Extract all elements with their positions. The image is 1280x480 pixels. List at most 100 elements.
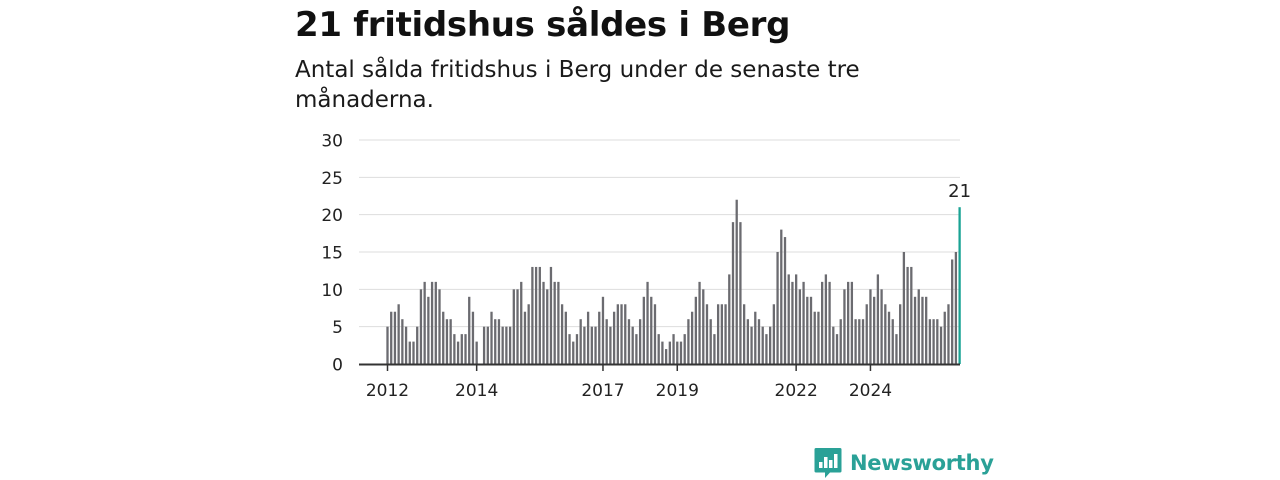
- chart-subtitle: Antal sålda fritidshus i Berg under de s…: [295, 57, 860, 113]
- bar: [653, 304, 657, 364]
- bar: [568, 334, 571, 364]
- bar: [750, 326, 753, 364]
- bar: [624, 304, 627, 364]
- bar: [954, 252, 958, 364]
- bar: [661, 341, 664, 364]
- brand-name: Newsworthy: [850, 451, 994, 475]
- bar: [891, 319, 894, 364]
- bar: [869, 289, 872, 364]
- bar: [939, 326, 943, 364]
- bar: [430, 281, 434, 364]
- bar: [906, 266, 909, 364]
- bar: [802, 281, 805, 364]
- bar: [742, 304, 746, 364]
- highlight-bar: [958, 207, 961, 364]
- bar: [586, 311, 590, 364]
- bar: [928, 319, 932, 364]
- bar: [627, 319, 631, 364]
- bar: [932, 319, 935, 364]
- bar: [724, 304, 727, 364]
- bar: [791, 281, 794, 364]
- data-labels: 21: [948, 181, 971, 202]
- bar: [512, 289, 515, 364]
- bar: [687, 319, 690, 364]
- bar: [453, 334, 456, 364]
- bar: [471, 311, 475, 364]
- x-axis-ticks: 2012 2014 2017 2019 2022 2024: [366, 364, 892, 401]
- bar: [672, 334, 675, 364]
- bar: [798, 289, 802, 364]
- bar: [438, 289, 441, 364]
- bar: [631, 326, 634, 364]
- bar: [419, 289, 423, 364]
- bar: [505, 326, 508, 364]
- bar: [475, 341, 478, 364]
- bar: [572, 341, 575, 364]
- bar: [412, 341, 415, 364]
- bar: [579, 319, 582, 364]
- bar: [538, 266, 541, 364]
- bar: [646, 281, 649, 364]
- bar: [768, 326, 772, 364]
- bar: [943, 311, 946, 364]
- bar: [583, 326, 586, 364]
- bar: [720, 304, 723, 364]
- bar: [772, 304, 776, 364]
- bar: [590, 326, 593, 364]
- bar: [546, 289, 549, 364]
- bar: [813, 311, 816, 364]
- x-tick-label: 2022: [775, 381, 818, 401]
- bar: [534, 266, 538, 364]
- bar: [679, 341, 683, 364]
- bar: [486, 326, 489, 364]
- bar: [605, 319, 608, 364]
- bar: [783, 237, 787, 364]
- bar: [858, 319, 861, 364]
- bar: [531, 266, 534, 364]
- y-tick-label: 10: [321, 281, 343, 301]
- y-tick-label: 25: [321, 169, 343, 189]
- bar: [716, 304, 720, 364]
- y-tick-label: 0: [332, 356, 343, 376]
- newsworthy-brand[interactable]: Newsworthy: [814, 446, 994, 480]
- bar: [609, 326, 612, 364]
- bar: [861, 319, 865, 364]
- bar: [520, 281, 523, 364]
- bar: [612, 311, 616, 364]
- bar: [913, 296, 917, 364]
- bar: [575, 334, 579, 364]
- bar: [482, 326, 486, 364]
- bar: [549, 266, 553, 364]
- bar: [936, 319, 939, 364]
- bar: [821, 281, 824, 364]
- highlight-value-label: 21: [948, 181, 971, 202]
- bar: [690, 311, 694, 364]
- bar: [594, 326, 597, 364]
- bar: [638, 319, 642, 364]
- bar: [735, 199, 738, 364]
- x-tick-label: 2017: [581, 381, 624, 401]
- bar: [497, 319, 501, 364]
- bar: [416, 326, 419, 364]
- bar: [523, 311, 527, 364]
- bar: [835, 334, 839, 364]
- bar: [899, 304, 902, 364]
- bar: [516, 289, 519, 364]
- bar: [876, 274, 880, 364]
- bar: [839, 319, 842, 364]
- bar: [731, 222, 735, 364]
- bar: [390, 311, 393, 364]
- bar: [947, 304, 950, 364]
- bar: [494, 319, 497, 364]
- bar: [445, 319, 449, 364]
- y-tick-label: 20: [321, 206, 343, 226]
- bar: [408, 341, 411, 364]
- bar: [887, 311, 891, 364]
- bar: [490, 311, 493, 364]
- x-tick-label: 2014: [455, 381, 498, 401]
- bar: [761, 326, 764, 364]
- bar: [880, 289, 883, 364]
- x-tick-label: 2019: [656, 381, 699, 401]
- bar: [508, 326, 512, 364]
